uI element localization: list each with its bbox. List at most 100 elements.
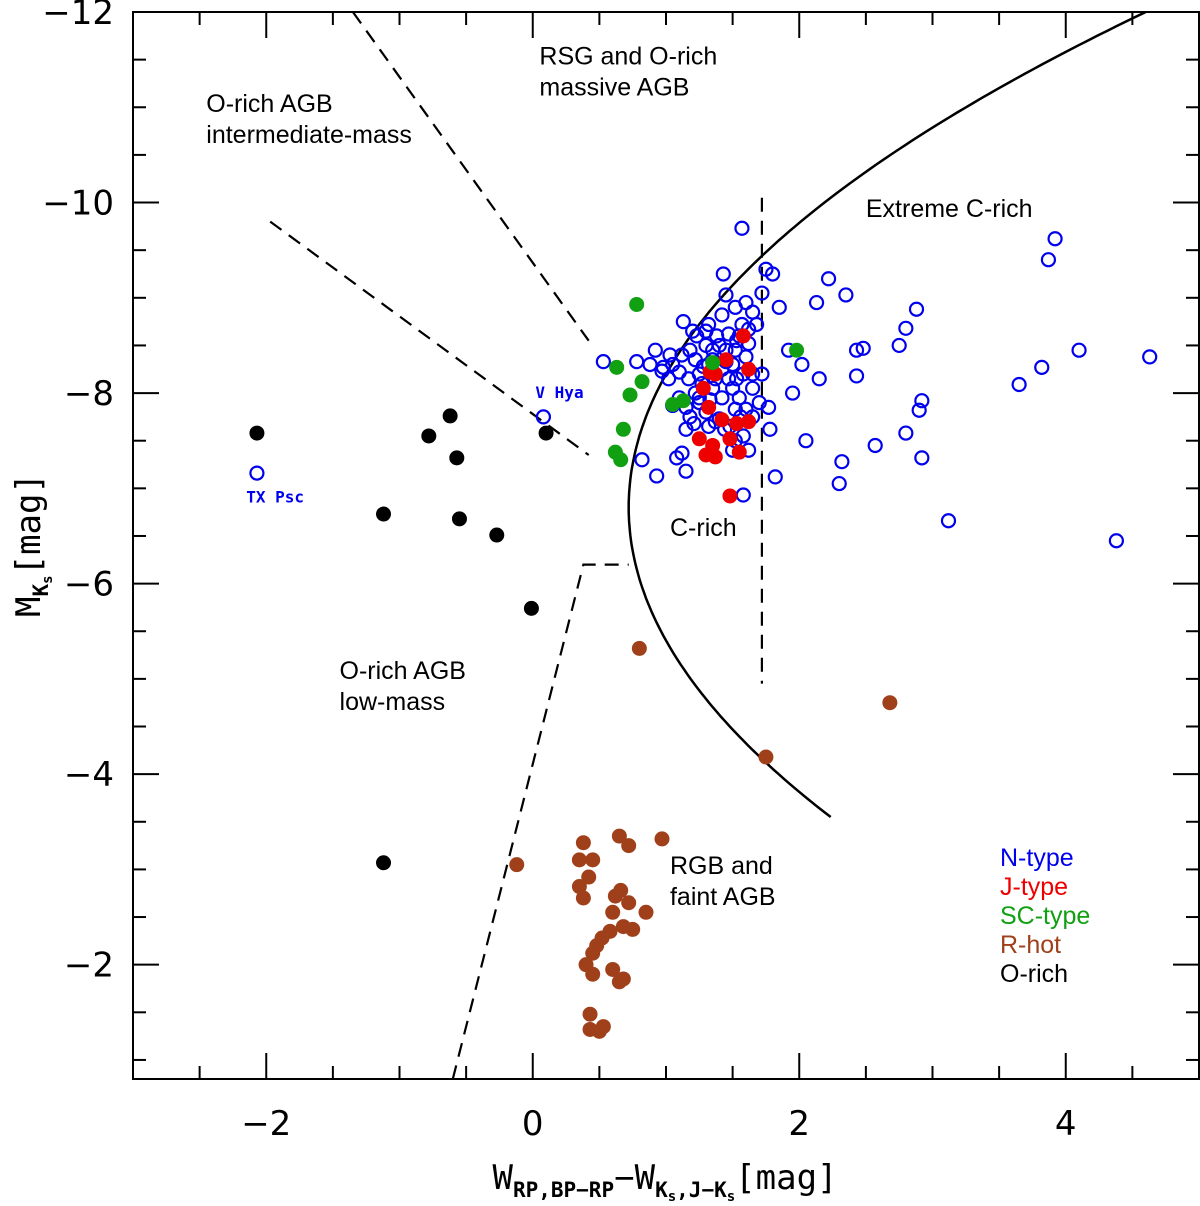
data-point-r-hot: [571, 879, 587, 895]
legend-item-o-rich: O-rich: [1000, 960, 1068, 988]
data-point-r-hot: [605, 904, 621, 920]
data-point-n-type: [838, 287, 854, 303]
data-point-sc-type: [634, 374, 650, 390]
data-point-r-hot: [625, 921, 641, 937]
data-point-n-type: [718, 287, 734, 303]
data-point-o-rich: [451, 511, 467, 527]
data-point-sc-type: [609, 359, 625, 375]
data-point-o-rich: [442, 408, 458, 424]
data-point-n-type: [1040, 252, 1057, 268]
axis-ticks: [133, 12, 1199, 1079]
data-point-r-hot: [882, 695, 898, 711]
data-point-j-type: [722, 488, 738, 504]
data-point-r-hot: [654, 831, 670, 847]
data-point-n-type: [898, 320, 914, 336]
data-point-n-type: [834, 454, 850, 470]
data-point-n-type: [762, 421, 778, 437]
data-point-n-type: [649, 468, 665, 484]
data-point-n-type: [738, 349, 754, 365]
data-point-o-rich: [538, 425, 554, 441]
data-point-n-type: [686, 415, 702, 432]
data-point-n-type: [764, 266, 781, 282]
data-point-r-hot: [509, 857, 525, 873]
y-tick-label: −6: [64, 565, 114, 605]
data-point-n-type: [771, 299, 787, 315]
x-tick-label: −2: [241, 1104, 291, 1144]
data-point-n-type: [908, 301, 925, 317]
data-points: [249, 220, 1158, 1039]
legend-item-j-type: J-type: [1000, 873, 1068, 901]
data-point-n-type: [701, 316, 717, 333]
data-point-n-type: [734, 220, 750, 236]
series-r-hot: [509, 640, 898, 1039]
data-point-o-rich: [523, 600, 539, 616]
region-label-rsg-and-o-rich-massive-agb: RSG and O-rich massive AGB: [539, 42, 717, 101]
region-labels: RSG and O-rich massive AGB O-rich AGB inter…: [206, 42, 1032, 911]
data-point-n-type: [647, 342, 663, 358]
data-point-n-type: [678, 463, 694, 479]
y-tick-label: −2: [64, 946, 114, 986]
data-point-j-type: [695, 380, 711, 396]
y-axis-label: MKs[mag]: [9, 473, 56, 617]
legend-item-r-hot: R-hot: [1000, 931, 1061, 959]
data-point-n-type: [811, 371, 827, 387]
region-label-o-rich-agb-intermediate-mass: O-rich AGB intermediate-mass: [206, 90, 412, 149]
data-point-sc-type: [615, 421, 631, 437]
data-point-n-type: [754, 285, 770, 301]
data-point-n-type: [1071, 342, 1087, 358]
data-point-o-rich: [489, 527, 505, 543]
data-point-sc-type: [622, 387, 638, 403]
data-point-j-type: [722, 431, 738, 447]
data-point-n-type: [735, 487, 751, 503]
legend-item-n-type: N-type: [1000, 844, 1074, 872]
data-point-n-type: [761, 399, 777, 415]
data-point-n-type: [642, 356, 658, 373]
data-point-r-hot: [585, 966, 601, 982]
data-point-j-type: [707, 366, 723, 382]
x-axis-label: WRP,BP−RP−WKs,J−Ks[mag]: [492, 1158, 837, 1205]
data-point-j-type: [731, 444, 747, 460]
plot-frame: [132, 11, 1200, 1080]
region-label-rgb-and-faint-agb: RGB and faint AGB: [670, 852, 776, 911]
data-point-r-hot: [638, 904, 654, 920]
data-point-n-type: [798, 433, 814, 449]
data-point-r-hot: [605, 961, 621, 977]
data-point-j-type: [729, 416, 745, 432]
data-point-j-type: [707, 449, 723, 465]
data-point-n-type: [831, 475, 847, 492]
data-point-n-type: [1108, 533, 1124, 549]
data-point-n-type: [535, 409, 552, 425]
data-point-j-type: [741, 361, 757, 377]
data-point-r-hot: [571, 852, 587, 868]
data-point-n-type: [855, 340, 871, 356]
data-point-sc-type: [613, 452, 629, 468]
data-point-n-type: [914, 450, 930, 466]
data-point-n-type: [661, 371, 677, 387]
data-point-n-type: [727, 401, 743, 417]
data-point-n-type: [808, 294, 825, 311]
data-point-r-hot: [595, 1019, 611, 1035]
data-point-n-type: [714, 307, 730, 323]
x-tick-label: 0: [522, 1104, 544, 1144]
data-point-r-hot: [621, 838, 637, 854]
data-point-n-type: [685, 323, 701, 339]
series-sc-type: [607, 296, 805, 468]
data-point-r-hot: [585, 852, 601, 868]
data-point-n-type: [898, 425, 914, 441]
data-point-sc-type: [705, 355, 721, 371]
dashed-boundary-line: [451, 563, 629, 1079]
data-point-sc-type: [789, 342, 805, 358]
y-tick-label: −10: [42, 184, 114, 224]
data-point-r-hot: [615, 971, 631, 987]
data-point-n-type: [914, 393, 930, 409]
data-point-o-rich: [421, 428, 437, 444]
data-point-o-rich: [449, 450, 465, 466]
data-point-r-hot: [621, 895, 637, 911]
y-tick-label: −8: [64, 374, 114, 414]
data-point-n-type: [867, 437, 883, 454]
data-point-j-type: [701, 399, 717, 415]
data-point-n-type: [745, 380, 761, 396]
data-point-n-type: [665, 356, 681, 373]
region-label-extreme-c-rich: Extreme C-rich: [866, 195, 1033, 223]
